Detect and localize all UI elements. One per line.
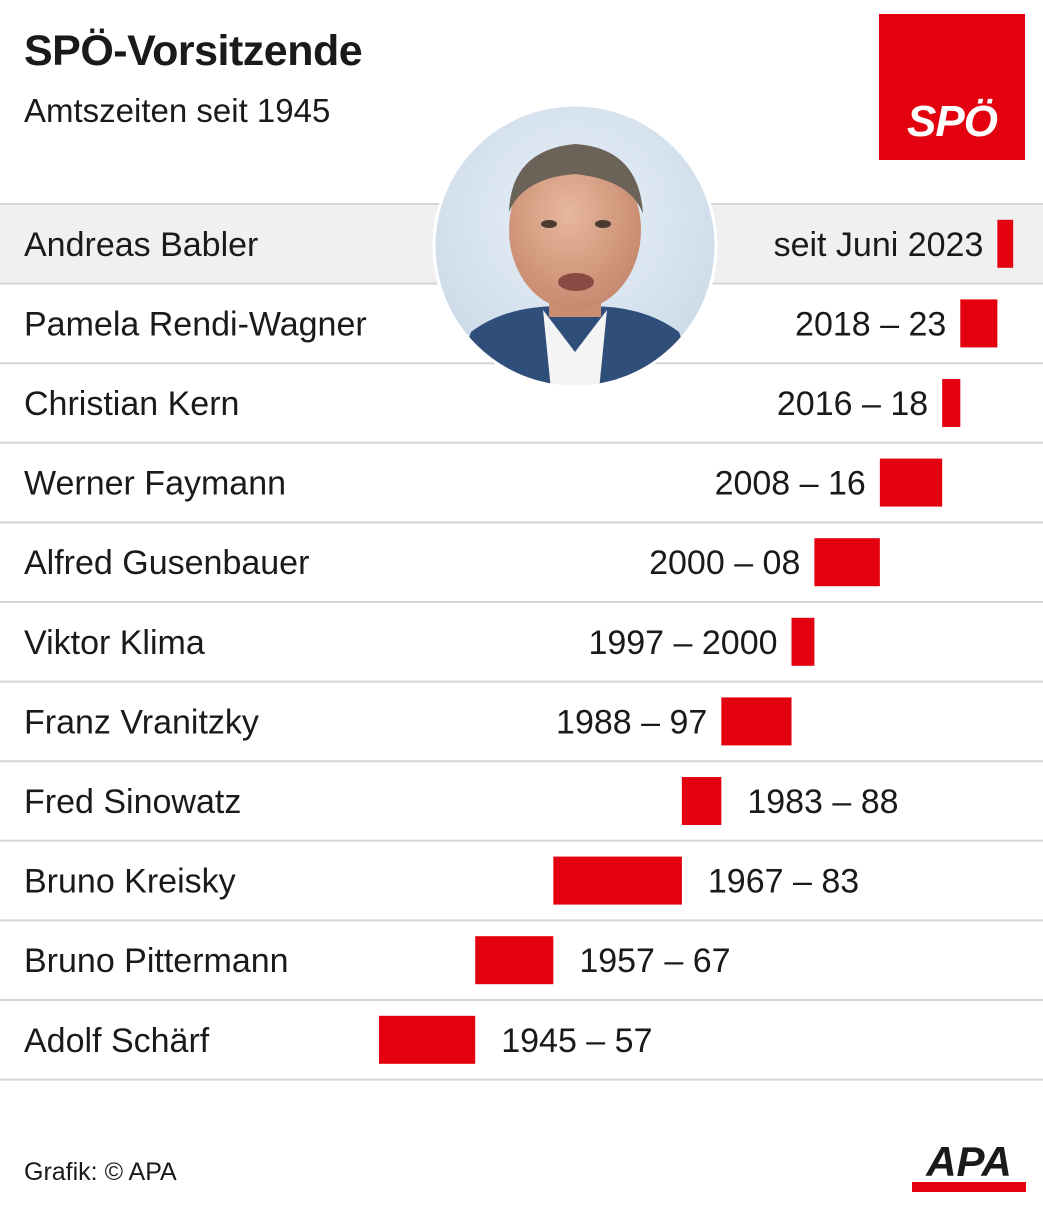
leader-name-label: Andreas Babler bbox=[24, 226, 258, 264]
leader-name-label: Viktor Klima bbox=[24, 624, 205, 662]
tenure-bar bbox=[379, 1015, 476, 1064]
tenure-period-label: 2016 – 18 bbox=[777, 385, 928, 423]
apa-logo-text: APA bbox=[925, 1138, 1012, 1185]
tenure-period-label: 1997 – 2000 bbox=[588, 624, 777, 662]
apa-logo-bar bbox=[912, 1182, 1026, 1192]
chart-row: Bruno Kreisky 1967 – 83 bbox=[0, 839, 1043, 905]
spo-logo-text: SPÖ bbox=[907, 97, 998, 146]
leader-name-label: Bruno Kreisky bbox=[24, 863, 236, 901]
leader-name-label: Alfred Gusenbauer bbox=[24, 544, 309, 582]
tenure-period-label: 2000 – 08 bbox=[649, 544, 800, 582]
chart-row: Christian Kern 2016 – 18 bbox=[0, 362, 1043, 427]
tenure-bar bbox=[791, 617, 815, 666]
chart-row: Bruno Pittermann 1957 – 67 bbox=[0, 919, 1043, 985]
tenure-period-label: seit Juni 2023 bbox=[774, 226, 984, 264]
chart-row: Franz Vranitzky 1988 – 97 bbox=[0, 680, 1043, 746]
tenure-bar bbox=[681, 777, 722, 825]
tenure-bar bbox=[475, 936, 554, 985]
chart-row: Viktor Klima 1997 – 2000 bbox=[0, 601, 1043, 666]
portrait-photo bbox=[432, 103, 718, 389]
tenure-bar bbox=[942, 379, 961, 427]
tenure-bar bbox=[997, 219, 1014, 268]
tenure-period-label: 2008 – 16 bbox=[715, 465, 866, 503]
leader-name-label: Adolf Schärf bbox=[24, 1022, 210, 1060]
tenure-bar bbox=[814, 538, 880, 587]
chart-row: Werner Faymann 2008 – 16 bbox=[0, 441, 1043, 507]
leader-name-label: Christian Kern bbox=[24, 385, 239, 423]
chart-row: Fred Sinowatz 1983 – 88 bbox=[0, 760, 1043, 825]
tenure-period-label: 1945 – 57 bbox=[501, 1022, 652, 1060]
tenure-bar bbox=[879, 458, 943, 507]
tenure-bar bbox=[721, 697, 792, 746]
chart-row: Pamela Rendi-Wagner 2018 – 23 bbox=[0, 282, 1043, 348]
apa-logo: APA bbox=[912, 1138, 1026, 1192]
tenure-bar bbox=[960, 299, 998, 348]
tenure-period-label: 1988 – 97 bbox=[556, 703, 707, 741]
chart-title: SPÖ-Vorsitzende bbox=[24, 27, 363, 75]
tenure-period-label: 1967 – 83 bbox=[708, 863, 859, 901]
footer-credit: Grafik: © APA bbox=[24, 1158, 177, 1186]
tenure-period-label: 1957 – 67 bbox=[579, 942, 730, 980]
leader-name-label: Werner Faymann bbox=[24, 465, 286, 503]
spo-logo: SPÖ bbox=[879, 14, 1025, 160]
tenure-period-label: 2018 – 23 bbox=[795, 305, 946, 343]
tenure-period-label: 1983 – 88 bbox=[747, 783, 898, 821]
leader-name-label: Bruno Pittermann bbox=[24, 942, 289, 980]
chart-subtitle: Amtszeiten seit 1945 bbox=[24, 92, 331, 129]
leader-name-label: Franz Vranitzky bbox=[24, 703, 259, 741]
chart-row: Alfred Gusenbauer 2000 – 08 bbox=[0, 521, 1043, 587]
leader-name-label: Fred Sinowatz bbox=[24, 783, 241, 821]
leader-name-label: Pamela Rendi-Wagner bbox=[24, 305, 367, 343]
chart-row: Adolf Schärf 1945 – 57 bbox=[0, 999, 1043, 1064]
tenure-bar bbox=[553, 856, 682, 905]
